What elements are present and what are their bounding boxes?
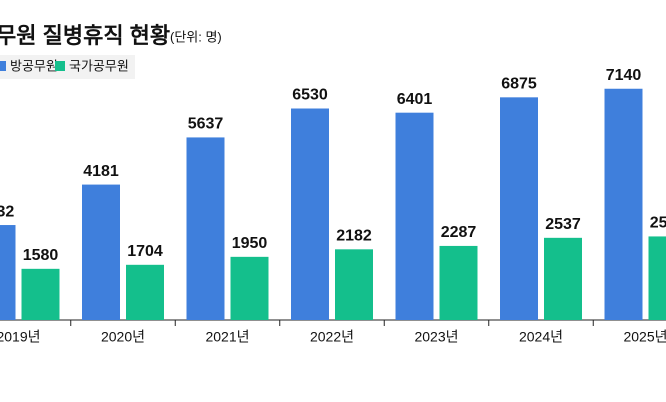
value-label: 2287: [441, 224, 477, 241]
bar: [186, 137, 225, 320]
bar: [500, 97, 538, 320]
legend-swatch: [0, 61, 6, 71]
value-label: 1704: [127, 243, 163, 260]
value-label: 1950: [232, 235, 268, 252]
legend-label: 국가공무원: [69, 58, 129, 73]
value-label: 7140: [606, 67, 642, 84]
value-label: 5637: [188, 116, 224, 133]
bar: [335, 249, 373, 320]
x-tick-label: 2020년: [101, 329, 145, 345]
bar: [439, 245, 478, 320]
value-label: 6875: [501, 76, 537, 93]
x-tick-label: 2024년: [519, 329, 563, 345]
value-label: 1580: [23, 247, 59, 264]
value-label: 6530: [292, 87, 328, 104]
bar: [544, 237, 582, 320]
bar: [291, 108, 329, 321]
value-label: 2932: [0, 203, 14, 220]
legend-swatch: [55, 61, 65, 71]
bar: [230, 256, 269, 320]
x-tick-label: 2019년: [0, 329, 41, 345]
value-label: 6401: [397, 91, 433, 108]
x-tick-label: 2025년: [623, 329, 666, 345]
chart-title: 무원 질병휴직 현황: [0, 23, 170, 48]
bar: [604, 88, 643, 321]
x-tick-label: 2021년: [205, 329, 249, 345]
value-label: 2580: [650, 215, 666, 232]
x-tick-label: 2022년: [310, 329, 354, 345]
value-label: 2182: [336, 228, 372, 245]
value-label: 4181: [83, 163, 119, 180]
bar: [395, 112, 434, 320]
bar: [21, 268, 60, 320]
chart-subtitle: (단위: 명): [170, 29, 222, 44]
x-tick-label: 2023년: [414, 329, 458, 345]
bar: [0, 225, 16, 320]
legend-box: [0, 55, 135, 79]
legend-label: 방공무원: [10, 58, 58, 73]
bar: [126, 264, 164, 320]
bar: [82, 184, 120, 320]
value-label: 2537: [545, 216, 581, 233]
bar: [648, 236, 666, 320]
